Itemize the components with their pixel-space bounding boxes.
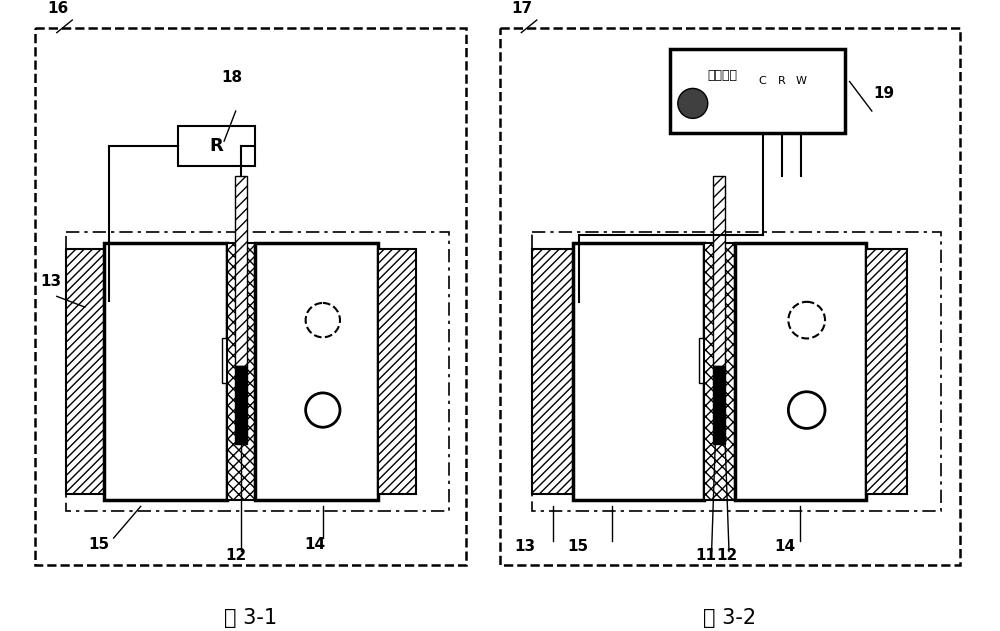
Bar	[573, 243, 704, 500]
Text: 恒电位仪: 恒电位仪	[707, 69, 737, 83]
Text: 图 3-1: 图 3-1	[224, 608, 277, 628]
Text: 14: 14	[774, 540, 795, 555]
Text: 16: 16	[47, 1, 68, 16]
Text: 13: 13	[40, 274, 61, 288]
Text: W: W	[796, 76, 807, 86]
Bar	[704, 243, 735, 500]
Bar	[713, 176, 725, 366]
Text: R: R	[778, 76, 786, 86]
Bar	[106, 302, 113, 441]
Bar	[66, 232, 449, 511]
Text: R: R	[209, 137, 223, 155]
Bar	[255, 243, 378, 500]
Text: 15: 15	[567, 540, 588, 555]
Text: C: C	[759, 76, 767, 86]
Bar	[222, 338, 231, 383]
Bar	[713, 366, 725, 444]
Bar	[735, 243, 866, 500]
Bar	[532, 232, 941, 511]
Text: 17: 17	[512, 1, 533, 16]
Text: 13: 13	[514, 540, 535, 555]
Bar	[866, 249, 907, 495]
Bar	[66, 249, 104, 495]
Bar	[378, 249, 416, 495]
Text: 18: 18	[221, 69, 242, 85]
Text: 14: 14	[304, 537, 326, 551]
Text: 19: 19	[874, 86, 895, 100]
Text: 图 3-2: 图 3-2	[703, 608, 756, 628]
Text: 12: 12	[226, 548, 247, 562]
Bar	[178, 126, 255, 166]
Bar	[104, 243, 227, 500]
Bar	[500, 28, 960, 565]
Bar	[235, 366, 247, 444]
Text: 11: 11	[695, 548, 716, 562]
Text: 15: 15	[89, 537, 110, 551]
Bar	[532, 249, 573, 495]
Bar	[227, 243, 255, 500]
Circle shape	[678, 88, 708, 119]
Bar	[670, 49, 845, 133]
Bar	[35, 28, 466, 565]
Bar	[235, 176, 247, 366]
Text: 12: 12	[716, 548, 738, 562]
Bar	[699, 338, 708, 383]
Bar	[575, 302, 582, 441]
